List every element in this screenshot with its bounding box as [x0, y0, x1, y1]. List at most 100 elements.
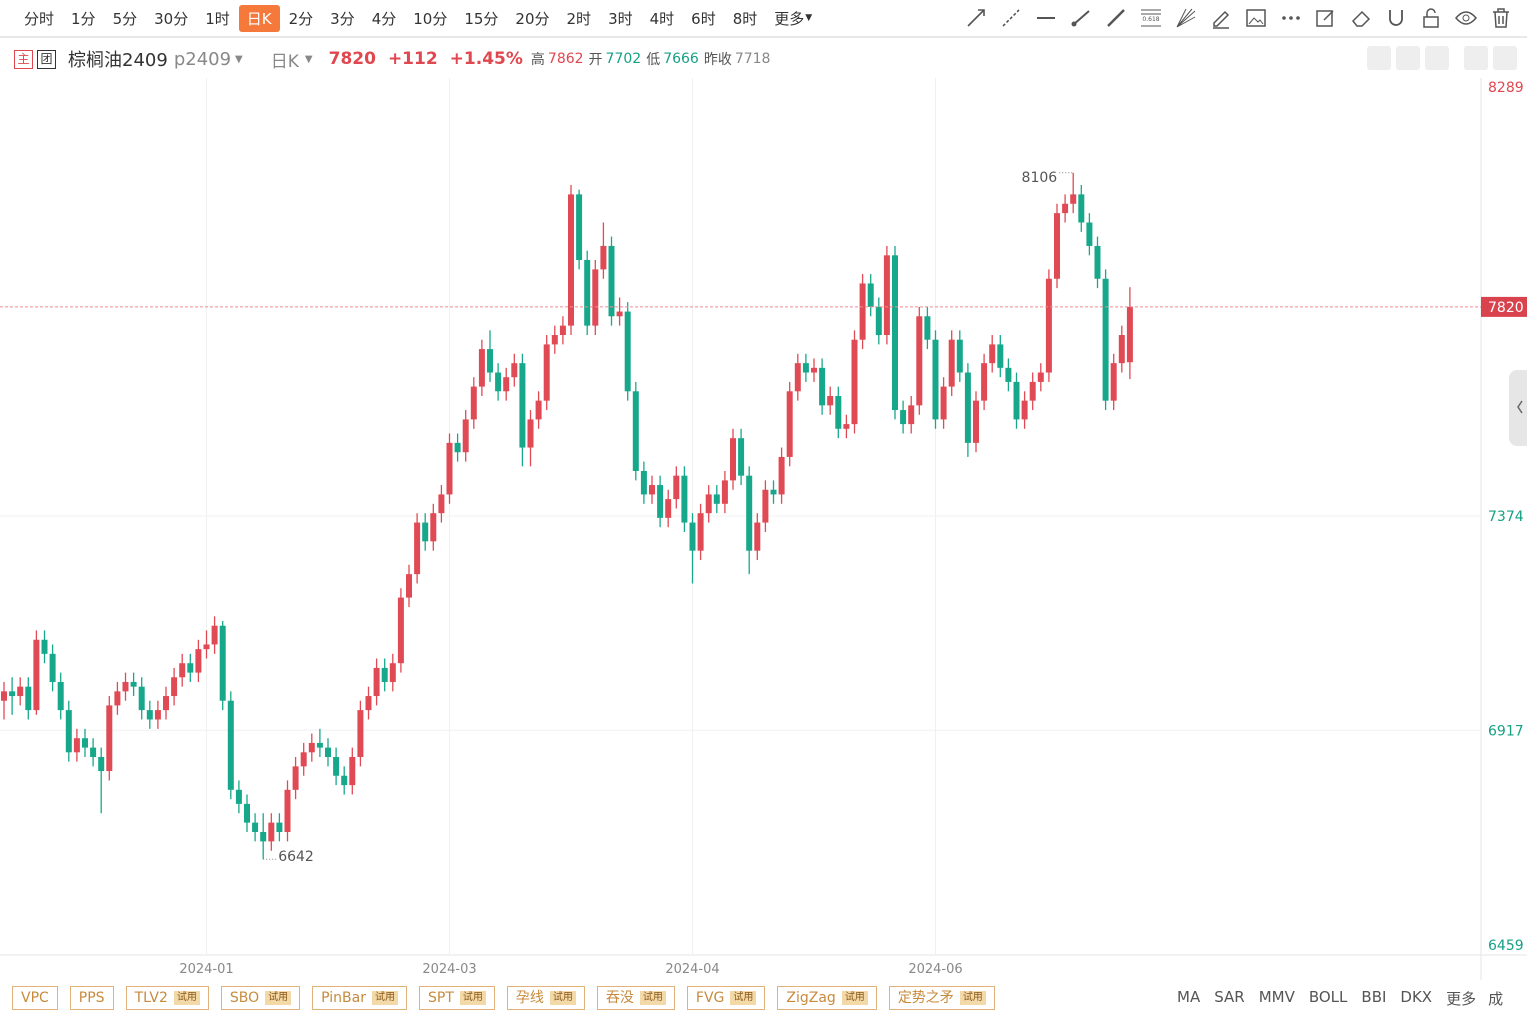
candle-body [940, 386, 947, 420]
candle-body [535, 400, 542, 420]
period-tab[interactable]: 2时 [566, 9, 592, 28]
candle-body [406, 574, 412, 598]
tool-edit[interactable] [1314, 6, 1338, 30]
candle-body [219, 625, 226, 701]
tool-delete[interactable] [1489, 6, 1513, 30]
tool-dash[interactable] [999, 6, 1023, 30]
tool-ray[interactable] [964, 6, 988, 30]
main-indicator[interactable]: MA [1177, 988, 1201, 1006]
candle-body [65, 710, 72, 753]
period-tab[interactable]: 8时 [732, 9, 758, 28]
candle-body [260, 832, 267, 842]
label: 昨收 [703, 52, 732, 68]
period-tab[interactable]: 1分 [71, 9, 96, 28]
indicator-button[interactable]: SBO 试用 [220, 986, 301, 1010]
indicator-button[interactable]: PPS [69, 986, 114, 1010]
indicator-button[interactable]: SPT 试用 [419, 986, 495, 1010]
candle-body [592, 269, 599, 326]
button[interactable] [1464, 46, 1488, 70]
period-tab[interactable]: 2分 [288, 9, 314, 28]
period-tab[interactable]: 1时 [205, 9, 230, 28]
tool-image[interactable] [1244, 6, 1268, 30]
trial-tag: 试用 [730, 991, 757, 1005]
tool-fib[interactable]: 0.618 [1139, 6, 1163, 30]
close-button[interactable] [1493, 46, 1517, 70]
indicator-button[interactable]: 孕线 试用 [506, 986, 585, 1010]
fib-label: 0.618 [1142, 16, 1159, 23]
period-tab[interactable]: 3时 [608, 9, 633, 28]
x-tick-label: 2024-04 [665, 962, 719, 977]
tool-line[interactable] [1104, 6, 1128, 30]
main-indicator[interactable]: SAR [1214, 988, 1245, 1006]
candle-body [835, 395, 842, 429]
candle-body [252, 822, 259, 833]
tool-magnet[interactable] [1384, 6, 1408, 30]
candle-body [543, 344, 550, 401]
tool-eye[interactable] [1454, 6, 1478, 30]
main-indicator[interactable]: MMV [1258, 988, 1295, 1006]
indicator-button[interactable]: VPC [12, 986, 58, 1010]
period-tab[interactable]: 20分 [515, 9, 550, 28]
candle-body [568, 194, 574, 326]
candle-body [284, 789, 291, 833]
candle-body [778, 456, 785, 495]
candle-body [470, 386, 477, 420]
tool-lock[interactable] [1419, 6, 1443, 30]
main-indicator[interactable]: BOLL [1308, 988, 1348, 1006]
candle-body [989, 344, 996, 364]
tool-segment[interactable] [1069, 6, 1093, 30]
indicator-button[interactable]: 吞没 试用 [596, 986, 675, 1010]
symbol-code[interactable]: p2409 [173, 48, 232, 70]
period[interactable]: 日K [270, 51, 299, 72]
period-tab[interactable]: 10分 [413, 9, 448, 28]
candle-body [1078, 194, 1085, 223]
candle-body [341, 775, 348, 786]
period-tab[interactable]: 分时 [24, 9, 55, 28]
y-tick-label: 6459 [1488, 938, 1524, 954]
period-tab[interactable]: 4分 [371, 9, 397, 28]
tool-more[interactable] [1279, 6, 1303, 30]
main-indicator[interactable]: DKX [1400, 988, 1433, 1006]
period-list: 分时 1分 5分 30分 1时 日K 2分 3分 4分 10分 15分 20分 2时 3时 4时 6时 8时 更多… [0, 4, 813, 32]
button[interactable] [1367, 46, 1391, 70]
candle-body [851, 339, 858, 425]
period-tab[interactable]: 30分 [154, 9, 189, 28]
indicator-button[interactable]: TLV2 试用 [125, 986, 209, 1010]
tool-hline[interactable] [1034, 6, 1058, 30]
price: 7820 [328, 49, 376, 69]
tool-eraser[interactable] [1349, 6, 1373, 30]
candle-body [114, 691, 121, 706]
button[interactable] [1396, 46, 1420, 70]
main-indicator[interactable]: BBI [1361, 988, 1387, 1006]
button[interactable] [1425, 46, 1449, 70]
more-button[interactable]: 更多 [1446, 990, 1477, 1008]
candle-body [705, 494, 712, 514]
indicator-button[interactable]: FVG 试用 [686, 986, 766, 1010]
indicator-button[interactable]: 定势之矛 试用 [888, 986, 995, 1010]
tool-pen[interactable] [1209, 6, 1233, 30]
label: 高 [530, 52, 545, 68]
tool-fan[interactable] [1174, 6, 1198, 30]
change-pct: +1.45% [449, 49, 523, 69]
period-tab[interactable]: 5分 [112, 9, 138, 28]
trial-tag: 试用 [265, 991, 292, 1005]
candle-body [430, 513, 437, 542]
prev-close: 7718 [734, 51, 771, 67]
period-tab[interactable]: 4时 [649, 9, 675, 28]
indicator-button[interactable]: PinBar 试用 [312, 986, 407, 1010]
more-button[interactable]: 更多 [774, 9, 805, 28]
period-tab[interactable]: 15分 [464, 9, 499, 28]
candle-body [171, 677, 178, 697]
period-tab[interactable]: 日K [238, 4, 280, 32]
candle-body [1062, 203, 1069, 214]
candle-body [997, 344, 1004, 368]
drawing-tools: 0.618 [964, 6, 1513, 30]
period-tab[interactable]: 6时 [691, 9, 716, 28]
indicator-button[interactable]: ZigZag 试用 [777, 986, 877, 1010]
period-tab[interactable]: 3分 [330, 9, 355, 28]
chart: 2024-01 2024-03 2024-04 2024-06 6459 6917 7374… [0, 78, 1527, 980]
candle-body [478, 349, 485, 387]
trial-tag: 试用 [639, 991, 666, 1005]
candle-body [551, 335, 558, 345]
